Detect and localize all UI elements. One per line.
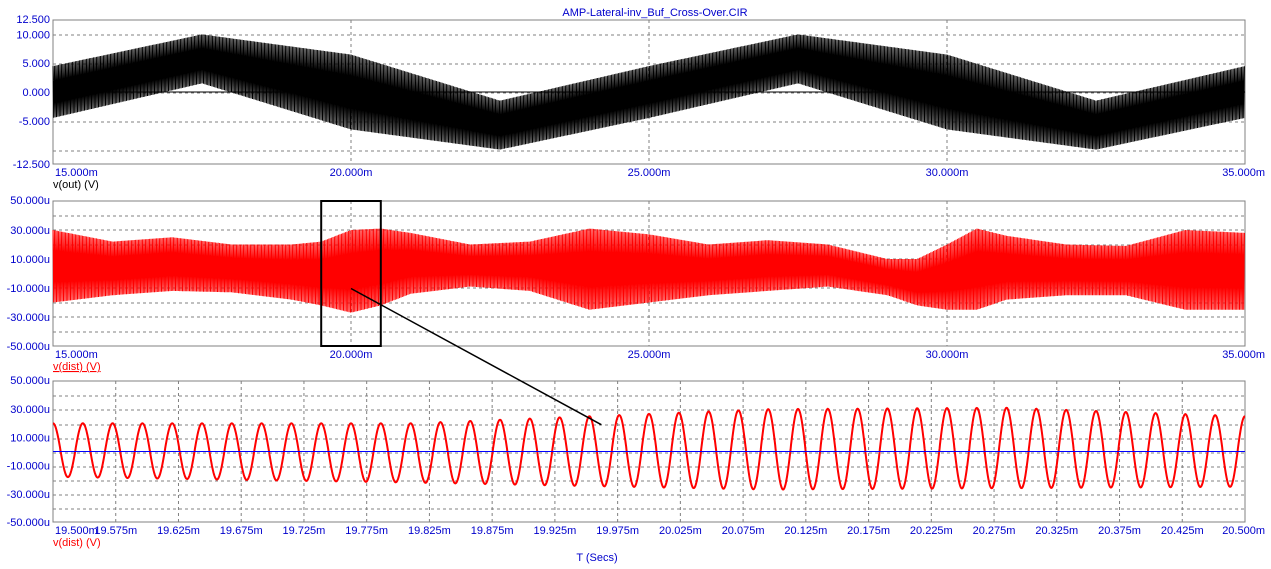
x-tick-label: 15.000m xyxy=(55,349,98,361)
series-line xyxy=(52,228,1245,313)
y-tick-label: 10.000u xyxy=(10,254,50,266)
x-tick-label: 25.000m xyxy=(628,349,671,361)
x-tick-label: 20.025m xyxy=(659,525,702,537)
x-tick-label: 20.275m xyxy=(973,525,1016,537)
x-tick-label: 20.125m xyxy=(784,525,827,537)
x-tick-label: 20.175m xyxy=(847,525,890,537)
y-tick-label: 30.000u xyxy=(10,225,50,237)
zoom-callout-box xyxy=(320,200,382,347)
x-tick-label: 20.000m xyxy=(330,167,373,179)
y-tick-label: 10.000 xyxy=(16,29,50,41)
y-tick-label: 10.000u xyxy=(10,432,50,444)
x-tick-label: 19.925m xyxy=(533,525,576,537)
series-line xyxy=(52,406,1246,491)
y-tick-label: 50.000u xyxy=(10,375,50,387)
y-tick-label: -30.000u xyxy=(7,312,50,324)
x-tick-label: 30.000m xyxy=(926,167,969,179)
x-tick-label: 19.775m xyxy=(345,525,388,537)
x-tick-label: 19.875m xyxy=(471,525,514,537)
x-tick-label: 30.000m xyxy=(926,349,969,361)
series-line xyxy=(52,34,1245,150)
x-axis-label: T (Secs) xyxy=(576,552,617,564)
panel-1: 15.000m 20.000m 25.000m 30.000m 35.000m 12.50… xyxy=(13,14,1265,191)
x-tick-label: 20.375m xyxy=(1098,525,1141,537)
y-tick-label: 0.000 xyxy=(22,87,50,99)
panel-2: 15.000m 20.000m 25.000m 30.000m 35.000m 50.00… xyxy=(7,195,1265,373)
y-tick-label: 30.000u xyxy=(10,404,50,416)
y-tick-label: -30.000u xyxy=(7,489,50,501)
x-tick-label: 19.825m xyxy=(408,525,451,537)
y-tick-label: -10.000u xyxy=(7,283,50,295)
x-tick-label: 35.000m xyxy=(1222,349,1265,361)
x-tick-label: 20.075m xyxy=(722,525,765,537)
x-tick-label: 19.725m xyxy=(283,525,326,537)
x-tick-label: 35.000m xyxy=(1222,167,1265,179)
y-tick-label: -50.000u xyxy=(7,341,50,353)
x-tick-label: 15.000m xyxy=(55,167,98,179)
x-tick-label: 25.000m xyxy=(628,167,671,179)
series-label: v(out) (V) xyxy=(53,179,99,191)
chart-title: AMP-Lateral-inv_Buf_Cross-Over.CIR xyxy=(562,7,747,19)
x-tick-label: 20.325m xyxy=(1035,525,1078,537)
zoom-pointer-line xyxy=(350,287,602,426)
x-tick-label: 19.500m xyxy=(55,525,98,537)
x-tick-label: 20.500m xyxy=(1222,525,1265,537)
x-tick-label: 20.425m xyxy=(1161,525,1204,537)
y-tick-label: -5.000 xyxy=(19,116,50,128)
y-tick-label: -12.500 xyxy=(13,159,50,171)
x-tick-label: 19.675m xyxy=(220,525,263,537)
x-tick-label: 19.975m xyxy=(596,525,639,537)
series-label: v(dist) (V) xyxy=(53,361,101,373)
x-tick-label: 19.575m xyxy=(94,525,137,537)
x-tick-label: 19.625m xyxy=(157,525,200,537)
y-tick-label: 12.500 xyxy=(16,14,50,26)
y-tick-label: -10.000u xyxy=(7,461,50,473)
series-label: v(dist) (V) xyxy=(53,537,101,549)
y-tick-label: -50.000u xyxy=(7,517,50,529)
y-tick-label: 5.000 xyxy=(22,58,50,70)
x-tick-label: 20.225m xyxy=(910,525,953,537)
x-tick-label: 20.000m xyxy=(330,349,373,361)
y-tick-label: 50.000u xyxy=(10,195,50,207)
